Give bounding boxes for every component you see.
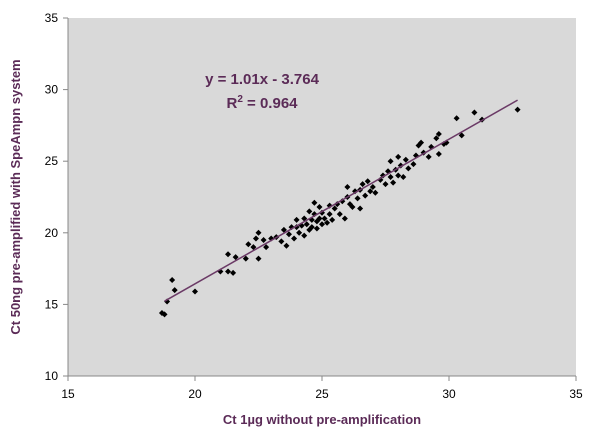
data-point <box>364 178 371 185</box>
data-point <box>395 172 402 179</box>
data-point <box>293 216 300 223</box>
data-point <box>296 229 303 236</box>
data-point <box>382 181 389 188</box>
x-tick-label: 25 <box>315 387 329 401</box>
y-tick-label: 25 <box>45 154 59 168</box>
data-point <box>280 226 287 233</box>
x-tick-label: 20 <box>188 387 202 401</box>
data-point <box>349 204 356 211</box>
data-point <box>255 255 262 262</box>
data-point <box>400 173 407 180</box>
data-point <box>435 151 442 158</box>
data-point <box>336 211 343 218</box>
data-point <box>471 109 478 116</box>
data-point <box>283 242 290 249</box>
data-point <box>369 183 376 190</box>
plot-area <box>68 18 576 376</box>
data-point <box>395 153 402 160</box>
data-point <box>357 205 364 212</box>
data-point <box>308 224 315 231</box>
data-point <box>250 244 257 251</box>
x-axis-title: Ct 1µg without pre-amplification <box>223 412 421 427</box>
data-point <box>418 139 425 146</box>
data-point <box>316 204 323 211</box>
data-point <box>169 277 176 284</box>
data-point <box>321 215 328 222</box>
data-point <box>514 106 521 113</box>
data-point <box>435 130 442 137</box>
trendline <box>164 99 518 302</box>
data-point <box>319 221 325 228</box>
data-point <box>458 132 465 139</box>
data-point <box>362 192 369 199</box>
data-point <box>171 287 178 294</box>
y-tick-label: 30 <box>45 83 59 97</box>
data-point <box>285 231 292 238</box>
data-point <box>192 288 198 295</box>
data-point <box>301 232 308 239</box>
data-point <box>359 181 366 188</box>
data-point <box>313 225 320 232</box>
data-point <box>326 211 333 218</box>
data-point <box>387 173 394 180</box>
data-point <box>161 311 168 318</box>
data-point <box>410 161 417 168</box>
data-point <box>225 251 232 258</box>
data-point <box>291 235 298 242</box>
x-tick-label: 35 <box>569 387 583 401</box>
data-point <box>341 215 348 222</box>
data-point <box>252 235 259 242</box>
y-tick-label: 35 <box>45 11 59 25</box>
data-point <box>306 208 313 215</box>
data-point <box>324 219 331 226</box>
data-point <box>453 115 460 122</box>
data-point <box>344 183 351 190</box>
data-point <box>329 216 336 223</box>
y-tick-label: 10 <box>45 369 59 383</box>
data-point <box>311 199 318 206</box>
data-point <box>242 255 249 262</box>
data-point <box>372 189 379 196</box>
data-point <box>425 153 432 160</box>
y-tick-label: 20 <box>45 226 59 240</box>
data-point <box>278 238 285 245</box>
data-point <box>255 229 262 236</box>
x-tick-label: 15 <box>61 387 75 401</box>
x-tick-label: 30 <box>442 387 456 401</box>
data-points <box>158 106 521 318</box>
y-tick-label: 15 <box>45 297 59 311</box>
data-point <box>331 205 338 212</box>
r-squared-label: R2 = 0.964 <box>226 94 298 112</box>
y-axis-ticks: 10 15 20 25 30 35 <box>45 11 68 383</box>
x-axis-ticks: 15 20 25 30 35 <box>61 376 583 401</box>
data-point <box>354 195 361 202</box>
data-point <box>433 135 440 142</box>
y-axis-title: Ct 50ng pre-amplified with SpeAmpn syste… <box>8 59 23 334</box>
data-point <box>316 215 323 222</box>
data-point <box>260 236 267 243</box>
trendline-equation: y = 1.01x - 3.764 <box>205 71 319 88</box>
data-point <box>390 179 397 186</box>
data-point <box>263 244 270 251</box>
data-point <box>245 241 252 248</box>
data-point <box>405 165 412 172</box>
data-point <box>402 156 409 163</box>
data-point <box>225 268 232 275</box>
data-point <box>232 254 239 261</box>
data-point <box>303 221 310 228</box>
data-point <box>387 158 394 165</box>
data-point <box>230 269 237 276</box>
data-point <box>367 188 374 195</box>
